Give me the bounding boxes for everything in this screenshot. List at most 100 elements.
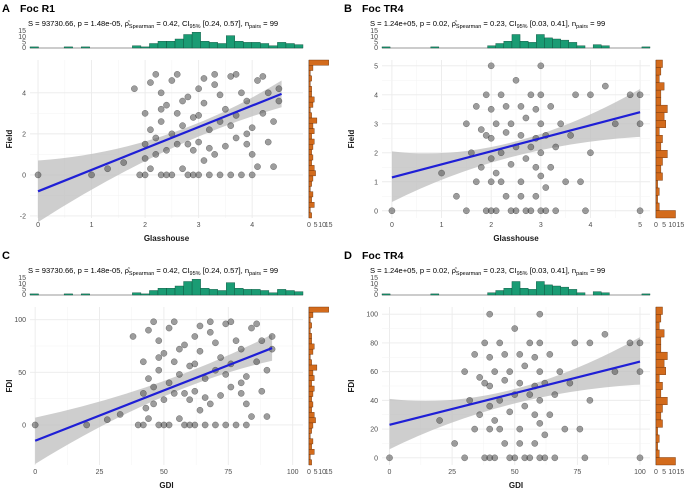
x-hist-bar xyxy=(226,282,235,296)
y-hist-bar xyxy=(308,317,311,323)
data-point xyxy=(196,322,204,330)
data-point xyxy=(463,207,470,215)
data-point xyxy=(506,368,514,375)
data-point xyxy=(191,333,199,340)
data-point xyxy=(487,62,495,70)
x-hist-bar xyxy=(495,290,505,296)
data-point xyxy=(636,454,644,462)
data-point xyxy=(103,416,111,424)
data-point xyxy=(243,97,251,105)
data-point xyxy=(546,351,554,358)
y-hist-bar xyxy=(308,196,312,203)
data-point xyxy=(104,165,111,173)
y-hist-bar xyxy=(655,187,660,196)
data-point xyxy=(270,118,277,125)
panel-letter: A xyxy=(2,3,10,15)
y-hist-bar xyxy=(308,348,314,355)
x-hist-tick-label: 0 xyxy=(374,292,378,299)
data-point xyxy=(526,391,534,398)
data-point xyxy=(116,411,124,418)
stats-s: S = 1.24e+05, p = 0.02, xyxy=(370,19,450,28)
y-tick-label: 60 xyxy=(370,369,378,376)
data-point xyxy=(201,375,209,382)
x-hist-bar xyxy=(200,288,210,296)
y-hist-tick-label: 0 xyxy=(654,222,658,229)
stats-subtitle: S = 93730.66, p = 1.48e-05, ρ̂Spearman = … xyxy=(28,266,278,277)
data-point xyxy=(242,421,250,429)
stats-n-val: = 99 xyxy=(588,266,605,275)
y-hist-tick-label: 15 xyxy=(325,222,333,229)
y-hist-bar xyxy=(655,202,660,211)
x-hist-tick-label: 10 xyxy=(18,281,26,288)
y-hist-bar xyxy=(308,375,315,381)
data-point xyxy=(537,172,545,180)
data-point xyxy=(179,97,186,105)
x-hist-bar xyxy=(226,35,235,49)
data-point xyxy=(227,122,235,130)
y-hist-tick-label: 0 xyxy=(654,469,658,476)
stats-rho-sub: Spearman xyxy=(456,24,481,30)
y-hist-bar xyxy=(308,212,312,219)
x-hist-bar xyxy=(552,285,561,296)
data-point xyxy=(481,339,489,347)
data-point xyxy=(160,396,168,404)
data-point xyxy=(471,425,479,433)
data-point xyxy=(31,421,39,429)
data-point xyxy=(506,454,514,462)
panel-letter: B xyxy=(344,3,352,15)
y-hist-bar xyxy=(308,128,315,134)
data-point xyxy=(487,105,495,113)
data-point xyxy=(532,163,540,171)
data-point xyxy=(536,368,544,375)
data-point xyxy=(542,207,550,215)
y-hist-bar xyxy=(308,438,314,445)
x-hist-tick-label: 5 xyxy=(22,286,26,293)
data-point xyxy=(636,91,644,99)
y-hist-bar xyxy=(655,150,668,159)
data-point xyxy=(517,178,525,186)
data-point xyxy=(139,358,147,366)
y-hist-bar xyxy=(655,112,665,121)
x-hist-bar xyxy=(641,46,651,49)
regression-line xyxy=(37,92,282,193)
data-point xyxy=(547,103,555,110)
data-point xyxy=(275,97,283,105)
x-axis-title: GDI xyxy=(159,481,173,490)
x-hist-bar xyxy=(552,38,561,49)
y-hist-tick-label: 5 xyxy=(662,469,666,476)
y-hist-bar xyxy=(655,89,662,98)
data-point xyxy=(253,320,260,328)
x-hist-bar xyxy=(487,45,496,49)
data-point xyxy=(196,347,204,355)
panel-title: Foc R1 xyxy=(20,3,55,15)
data-point xyxy=(181,341,188,349)
x-hist-bar xyxy=(381,293,391,296)
data-point xyxy=(636,207,644,215)
data-point xyxy=(222,421,230,429)
y-hist-bar xyxy=(308,448,315,455)
x-hist-bar xyxy=(641,293,651,296)
data-point xyxy=(141,171,149,179)
data-point xyxy=(191,387,199,395)
data-point xyxy=(200,157,208,164)
y-hist-bar xyxy=(308,122,314,129)
y-hist-bar xyxy=(308,406,312,413)
data-point xyxy=(237,390,245,397)
y-hist-bar xyxy=(655,104,668,113)
x-tick-label: 2 xyxy=(489,222,493,229)
x-tick-label: 100 xyxy=(287,469,299,476)
y-hist-bar xyxy=(655,97,662,106)
data-point xyxy=(163,101,170,109)
y-hist-bar xyxy=(308,327,311,334)
x-hist-bar xyxy=(503,41,513,49)
y-tick-label: 0 xyxy=(22,172,26,179)
x-hist-bar xyxy=(217,290,227,296)
y-hist-bar xyxy=(655,449,660,458)
data-point xyxy=(170,318,178,326)
stats-n-val: = 99 xyxy=(261,19,278,28)
data-point xyxy=(173,110,181,117)
x-hist-bar xyxy=(519,288,529,296)
x-hist-tick-label: 10 xyxy=(18,34,26,41)
data-point xyxy=(168,77,176,84)
data-point xyxy=(206,328,214,336)
